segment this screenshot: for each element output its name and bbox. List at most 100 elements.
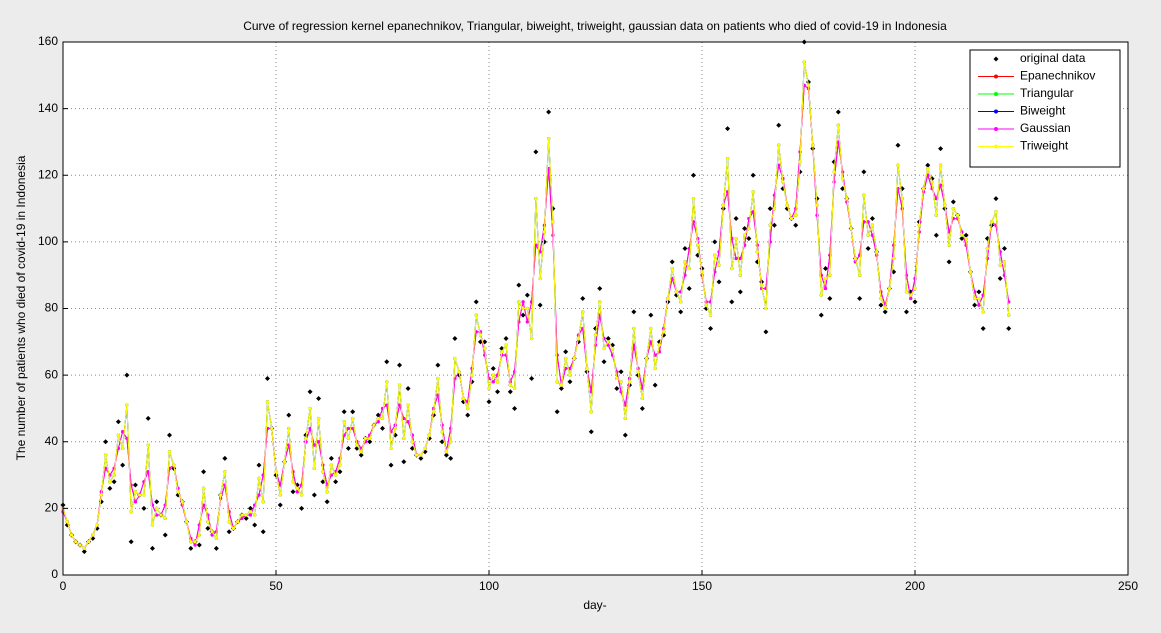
point-marker xyxy=(811,143,815,147)
data-point xyxy=(201,469,207,475)
point-marker xyxy=(508,383,512,387)
point-marker xyxy=(338,463,342,467)
point-marker xyxy=(772,206,777,211)
point-marker xyxy=(483,346,487,351)
point-marker xyxy=(440,430,444,434)
point-marker xyxy=(538,276,542,281)
point-marker xyxy=(926,166,930,171)
data-point xyxy=(128,539,134,545)
point-marker xyxy=(214,536,218,540)
data-point xyxy=(686,286,692,292)
point-marker xyxy=(129,510,133,514)
data-point xyxy=(567,379,573,385)
data-point xyxy=(264,375,270,381)
data-point xyxy=(401,459,407,465)
point-marker xyxy=(760,283,764,287)
data-point xyxy=(622,432,628,438)
point-marker xyxy=(947,243,951,247)
point-marker xyxy=(219,493,223,497)
point-marker xyxy=(559,383,564,387)
point-marker xyxy=(777,143,781,147)
point-marker xyxy=(691,196,696,201)
point-marker xyxy=(794,213,798,217)
point-marker xyxy=(244,513,248,517)
point-marker xyxy=(994,210,998,214)
point-marker xyxy=(789,216,794,221)
point-marker xyxy=(862,220,866,224)
data-point xyxy=(443,452,449,458)
y-tick-label: 140 xyxy=(38,101,58,115)
point-marker xyxy=(683,260,687,264)
point-marker xyxy=(823,286,828,291)
point-marker xyxy=(819,293,823,297)
point-marker xyxy=(201,503,206,507)
point-marker xyxy=(116,446,120,451)
point-marker xyxy=(977,303,981,307)
data-point xyxy=(307,389,313,395)
point-marker xyxy=(270,426,274,431)
point-marker xyxy=(870,233,875,237)
point-marker xyxy=(406,403,410,407)
data-point xyxy=(473,299,479,305)
point-marker xyxy=(542,230,546,234)
point-marker xyxy=(321,470,325,474)
data-point xyxy=(614,385,620,391)
point-marker xyxy=(662,330,666,334)
point-marker xyxy=(938,163,943,167)
x-tick-label: 0 xyxy=(60,579,67,593)
point-marker xyxy=(593,333,598,337)
point-marker xyxy=(495,380,500,384)
data-point xyxy=(861,169,867,175)
point-marker xyxy=(956,213,960,217)
point-marker xyxy=(397,403,402,407)
point-marker xyxy=(632,326,636,331)
data-point xyxy=(857,296,863,302)
point-marker xyxy=(95,523,99,527)
data-point xyxy=(639,405,645,411)
point-marker xyxy=(674,290,679,294)
data-point xyxy=(1006,325,1012,331)
point-marker xyxy=(623,403,627,407)
data-point xyxy=(213,545,219,551)
legend-label: Triweight xyxy=(1020,139,1069,153)
data-point xyxy=(247,505,253,511)
point-marker xyxy=(883,306,887,311)
data-point xyxy=(793,222,799,228)
point-marker xyxy=(99,493,103,497)
data-point xyxy=(950,199,956,205)
data-point xyxy=(605,335,611,341)
point-marker xyxy=(990,220,994,224)
point-marker xyxy=(201,486,206,490)
point-marker xyxy=(155,513,159,517)
data-point xyxy=(690,172,696,178)
point-marker xyxy=(589,410,593,414)
data-point xyxy=(256,462,262,468)
data-point xyxy=(154,499,160,505)
point-marker xyxy=(879,296,883,301)
point-marker xyxy=(951,206,955,211)
point-marker xyxy=(176,490,180,494)
y-tick-label: 160 xyxy=(38,34,58,48)
point-marker xyxy=(534,243,538,247)
data-point xyxy=(111,479,117,485)
point-marker xyxy=(730,266,734,271)
data-point xyxy=(328,455,334,461)
point-marker xyxy=(210,530,214,534)
data-point xyxy=(669,259,675,265)
point-marker xyxy=(657,343,662,347)
point-marker xyxy=(419,453,423,457)
point-marker xyxy=(610,346,615,351)
data-point xyxy=(520,312,526,318)
point-marker xyxy=(704,303,708,307)
data-point xyxy=(507,389,513,395)
point-marker xyxy=(547,137,551,141)
data-point xyxy=(903,309,909,315)
data-point xyxy=(827,296,833,302)
data-point xyxy=(946,259,952,265)
data-point xyxy=(746,236,752,242)
data-point xyxy=(141,505,147,511)
point-marker xyxy=(836,123,840,127)
point-marker xyxy=(138,493,142,497)
point-marker xyxy=(645,356,649,361)
data-point xyxy=(980,325,986,331)
